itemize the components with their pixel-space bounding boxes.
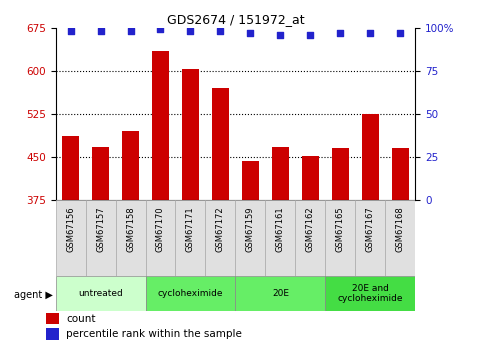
- Point: [397, 30, 404, 36]
- Bar: [272, 147, 289, 345]
- Bar: [266, 200, 296, 276]
- Text: untreated: untreated: [78, 289, 123, 298]
- Bar: [302, 156, 319, 345]
- Text: GSM67170: GSM67170: [156, 206, 165, 252]
- Bar: [236, 276, 326, 310]
- Text: GSM67159: GSM67159: [246, 206, 255, 252]
- Point: [67, 28, 74, 34]
- Point: [367, 30, 374, 36]
- Point: [337, 30, 344, 36]
- Bar: [296, 200, 326, 276]
- Bar: [145, 200, 175, 276]
- Point: [186, 28, 194, 34]
- Title: GDS2674 / 151972_at: GDS2674 / 151972_at: [167, 13, 304, 27]
- Bar: [115, 200, 145, 276]
- Bar: [212, 88, 229, 345]
- Bar: [46, 328, 59, 340]
- Bar: [205, 200, 236, 276]
- Bar: [362, 114, 379, 345]
- Text: GSM67161: GSM67161: [276, 206, 285, 252]
- Text: GSM67171: GSM67171: [186, 206, 195, 252]
- Point: [156, 27, 164, 32]
- Point: [277, 32, 284, 37]
- Text: count: count: [66, 314, 96, 324]
- Bar: [385, 200, 415, 276]
- Bar: [152, 51, 169, 345]
- Text: 20E and
cycloheximide: 20E and cycloheximide: [338, 284, 403, 303]
- Bar: [326, 276, 415, 310]
- Bar: [85, 200, 115, 276]
- Text: GSM67167: GSM67167: [366, 206, 375, 252]
- Bar: [92, 147, 109, 345]
- Bar: [355, 200, 385, 276]
- Text: GSM67172: GSM67172: [216, 206, 225, 252]
- Bar: [122, 131, 139, 345]
- Point: [97, 28, 104, 34]
- Text: 20E: 20E: [272, 289, 289, 298]
- Text: GSM67158: GSM67158: [126, 206, 135, 252]
- Bar: [175, 200, 205, 276]
- Bar: [236, 200, 266, 276]
- Text: GSM67157: GSM67157: [96, 206, 105, 252]
- Point: [216, 28, 224, 34]
- Text: GSM67165: GSM67165: [336, 206, 345, 252]
- Bar: [56, 200, 85, 276]
- Point: [127, 28, 134, 34]
- Bar: [56, 276, 145, 310]
- Bar: [326, 200, 355, 276]
- Bar: [182, 69, 199, 345]
- Bar: [392, 148, 409, 345]
- Text: agent ▶: agent ▶: [14, 290, 53, 300]
- Text: percentile rank within the sample: percentile rank within the sample: [66, 329, 242, 339]
- Bar: [46, 313, 59, 324]
- Bar: [242, 161, 259, 345]
- Text: cycloheximide: cycloheximide: [158, 289, 223, 298]
- Text: GSM67162: GSM67162: [306, 206, 315, 252]
- Point: [247, 30, 255, 36]
- Point: [307, 32, 314, 37]
- Text: GSM67168: GSM67168: [396, 206, 405, 252]
- Text: GSM67156: GSM67156: [66, 206, 75, 252]
- Bar: [145, 276, 236, 310]
- Bar: [332, 148, 349, 345]
- Bar: [62, 136, 79, 345]
